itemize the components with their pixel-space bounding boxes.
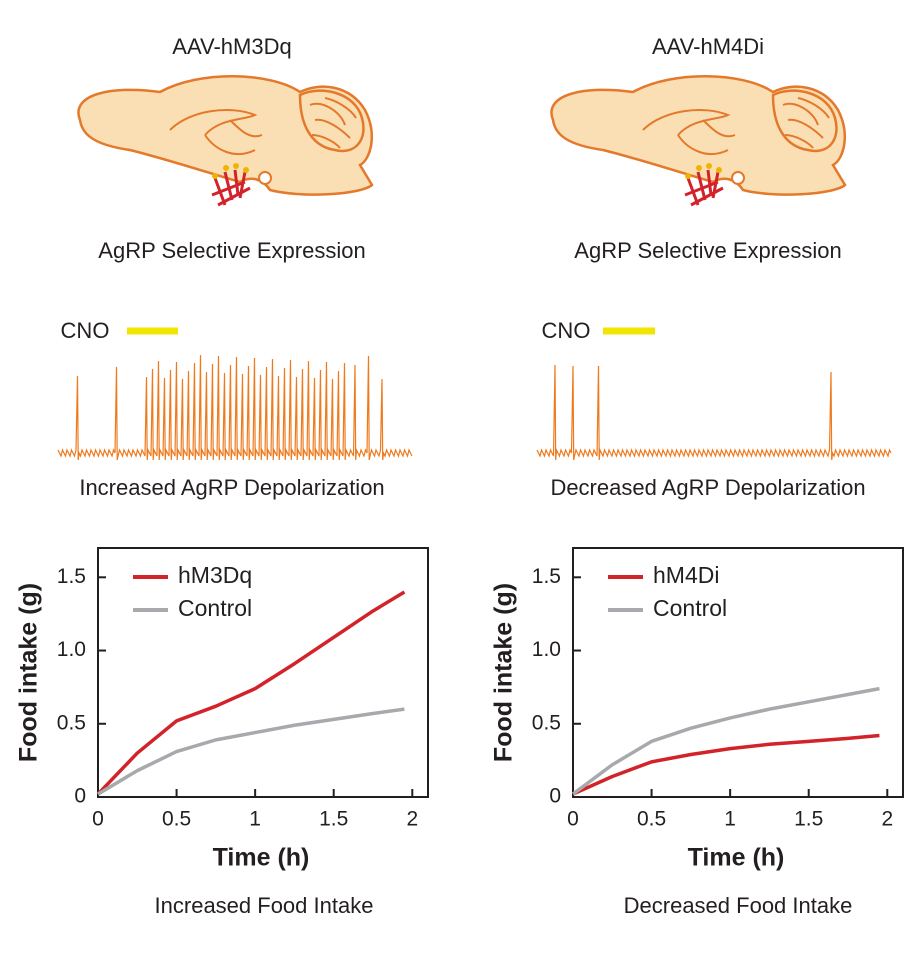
y-tick-label: 0.5: [532, 711, 561, 734]
legend-label: hM3Dq: [178, 562, 252, 588]
cno-label: CNO: [542, 318, 591, 343]
y-tick-label: 0.5: [57, 711, 86, 734]
x-tick-label: 0.5: [162, 808, 191, 831]
x-tick-label: 0.5: [637, 808, 666, 831]
data-line: [572, 733, 880, 796]
data-line: [571, 686, 880, 796]
vector-label: AAV-hM3Dq: [172, 34, 291, 59]
x-tick-label: 1: [724, 808, 736, 831]
plot-frame: [97, 547, 429, 798]
trace-caption: Increased AgRP Depolarization: [79, 475, 384, 500]
y-axis-label: Food intake (g): [490, 583, 518, 762]
ephys-trace: [536, 364, 892, 461]
x-tick-label: 0: [567, 808, 579, 831]
trace-caption: Decreased AgRP Depolarization: [550, 475, 865, 500]
x-tick-label: 2: [881, 808, 893, 831]
plot-frame: [572, 547, 904, 798]
x-tick-label: 2: [406, 808, 418, 831]
y-tick-label: 0: [74, 785, 86, 808]
x-tick-label: 1.5: [794, 808, 823, 831]
legend-label: hM4Di: [653, 562, 719, 588]
x-axis-label: Time (h): [213, 844, 310, 872]
expression-label: AgRP Selective Expression: [98, 238, 365, 263]
expression-label: AgRP Selective Expression: [574, 238, 841, 263]
x-tick-label: 0: [92, 808, 104, 831]
x-axis-label: Time (h): [688, 844, 785, 872]
brain-diagram: [76, 74, 374, 207]
legend-label: Control: [653, 595, 727, 621]
x-tick-label: 1.5: [319, 808, 348, 831]
ephys-trace: [57, 354, 413, 461]
data-line: [96, 590, 406, 796]
x-tick-label: 1: [249, 808, 261, 831]
y-axis-label: Food intake (g): [15, 583, 43, 762]
panel-caption: Decreased Food Intake: [624, 893, 853, 918]
brain-diagram: [549, 74, 847, 207]
y-tick-label: 0: [549, 785, 561, 808]
y-tick-label: 1.5: [532, 565, 561, 588]
legend-label: Control: [178, 595, 252, 621]
y-tick-label: 1.0: [57, 638, 86, 661]
data-line: [97, 707, 405, 796]
panel-caption: Increased Food Intake: [155, 893, 374, 918]
y-tick-label: 1.0: [532, 638, 561, 661]
vector-label: AAV-hM4Di: [652, 34, 764, 59]
y-tick-label: 1.5: [57, 565, 86, 588]
cno-label: CNO: [61, 318, 110, 343]
